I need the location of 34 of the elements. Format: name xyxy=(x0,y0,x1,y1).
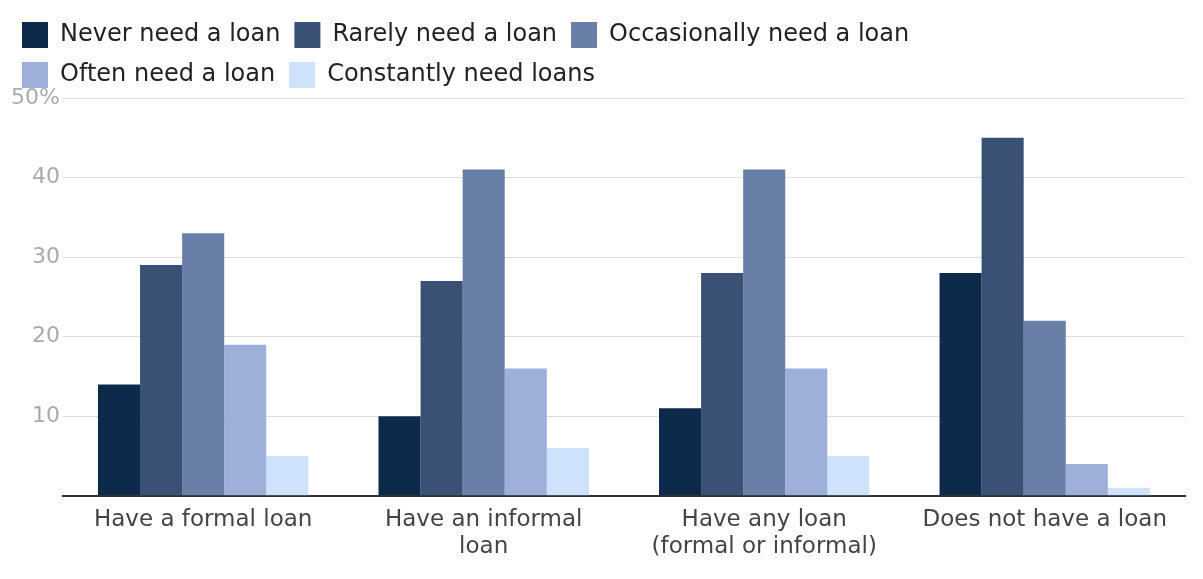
bar xyxy=(97,384,141,496)
bar xyxy=(1065,463,1108,496)
x-tick-label: Does not have a loan xyxy=(922,504,1167,531)
legend-label: Often need a loan xyxy=(60,59,276,88)
bar xyxy=(1107,487,1150,496)
y-tick-label: 50% xyxy=(10,83,60,109)
bar xyxy=(504,368,547,496)
y-tick-label: 40 xyxy=(31,163,60,189)
bar xyxy=(224,344,267,496)
bar xyxy=(659,408,702,496)
bar xyxy=(140,265,183,496)
x-tick-label: Have any loan (formal or informal) xyxy=(651,504,877,559)
bar xyxy=(981,137,1024,496)
bar xyxy=(378,416,421,496)
legend-label: Constantly need loans xyxy=(327,59,595,88)
bar xyxy=(701,273,744,496)
y-tick-label: 10 xyxy=(31,401,60,427)
x-tick-label: Have an informal loan xyxy=(384,504,583,559)
bar xyxy=(743,169,786,496)
bar xyxy=(785,368,828,496)
x-tick-label: Have a formal loan xyxy=(93,504,313,531)
legend-label: Never need a loan xyxy=(60,19,281,48)
y-tick-label: 30 xyxy=(31,242,60,268)
bar xyxy=(462,169,505,496)
y-tick-label: 20 xyxy=(31,322,60,348)
bar xyxy=(1023,320,1066,496)
bar xyxy=(266,456,309,496)
legend-label: Rarely need a loan xyxy=(332,19,558,48)
bar xyxy=(182,233,225,496)
legend-label: Occasionally need a loan xyxy=(609,19,910,48)
bar xyxy=(827,456,870,496)
bar xyxy=(546,448,589,496)
bar xyxy=(420,280,463,496)
bar xyxy=(939,273,982,496)
